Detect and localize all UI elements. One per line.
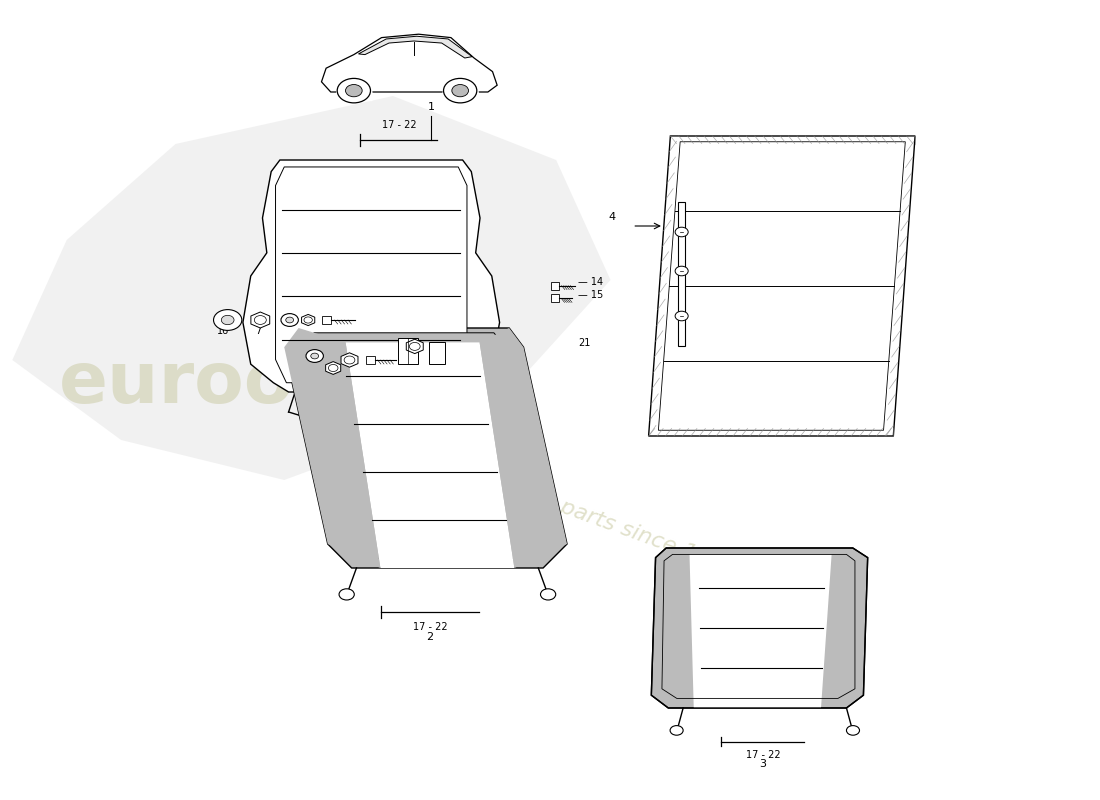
Text: 7: 7 <box>255 326 262 336</box>
Bar <box>551 294 560 302</box>
Circle shape <box>344 356 355 364</box>
Polygon shape <box>284 328 381 568</box>
Text: 17 - 22: 17 - 22 <box>382 120 417 130</box>
Circle shape <box>670 726 683 735</box>
Polygon shape <box>345 342 515 568</box>
Polygon shape <box>690 554 832 708</box>
Circle shape <box>311 353 319 359</box>
Text: 2: 2 <box>427 632 433 642</box>
Text: 17 - 22: 17 - 22 <box>746 750 780 760</box>
Polygon shape <box>301 314 315 326</box>
Circle shape <box>345 85 362 97</box>
Text: 22 —: 22 — <box>373 334 398 344</box>
Text: 16: 16 <box>217 326 230 336</box>
Polygon shape <box>321 34 497 92</box>
Circle shape <box>254 315 266 325</box>
Bar <box>322 316 331 324</box>
Text: a passion for parts since 1985: a passion for parts since 1985 <box>417 445 739 579</box>
Circle shape <box>304 317 312 323</box>
Circle shape <box>329 365 338 371</box>
Circle shape <box>675 311 689 321</box>
Bar <box>366 356 374 364</box>
Circle shape <box>280 314 298 326</box>
Polygon shape <box>284 328 566 568</box>
Text: 1: 1 <box>428 102 435 112</box>
Bar <box>398 338 418 364</box>
Circle shape <box>339 589 354 600</box>
Polygon shape <box>651 548 868 708</box>
Text: 19: 19 <box>302 338 315 347</box>
Text: 21: 21 <box>387 358 400 368</box>
Circle shape <box>221 315 234 325</box>
Polygon shape <box>480 328 566 568</box>
Text: 17 - 22: 17 - 22 <box>412 622 448 632</box>
Bar <box>429 342 446 364</box>
Text: — 15: — 15 <box>578 290 603 300</box>
Polygon shape <box>251 312 270 328</box>
Circle shape <box>540 589 556 600</box>
Polygon shape <box>12 96 611 480</box>
Polygon shape <box>275 167 468 382</box>
Polygon shape <box>678 202 685 346</box>
Text: — 14: — 14 <box>578 278 603 287</box>
Polygon shape <box>243 160 499 392</box>
Text: 8: 8 <box>284 326 289 336</box>
Text: 21: 21 <box>578 338 591 349</box>
Text: — 5: — 5 <box>355 310 374 319</box>
Polygon shape <box>649 136 915 436</box>
Circle shape <box>286 317 294 323</box>
Text: euroooeles: euroooeles <box>58 350 509 418</box>
Circle shape <box>847 726 859 735</box>
Text: 17: 17 <box>387 345 400 354</box>
Polygon shape <box>298 333 558 558</box>
Polygon shape <box>359 36 472 58</box>
Polygon shape <box>341 353 358 367</box>
Text: 3: 3 <box>759 759 767 770</box>
Text: 20: 20 <box>321 370 334 380</box>
Circle shape <box>675 266 689 276</box>
Circle shape <box>409 342 420 350</box>
Circle shape <box>338 78 371 103</box>
Circle shape <box>443 78 476 103</box>
Polygon shape <box>406 339 424 354</box>
Bar <box>551 282 560 290</box>
Circle shape <box>452 85 469 97</box>
Circle shape <box>675 227 689 237</box>
Text: 4: 4 <box>609 212 616 222</box>
Circle shape <box>306 350 323 362</box>
Text: 6: 6 <box>302 326 309 336</box>
Circle shape <box>213 310 242 330</box>
Text: 18: 18 <box>341 368 353 378</box>
Polygon shape <box>326 362 341 374</box>
